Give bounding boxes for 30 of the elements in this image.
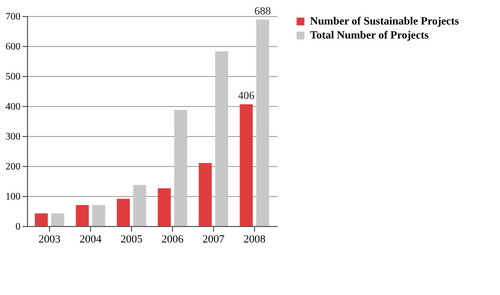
bar — [198, 163, 212, 226]
bar — [158, 188, 171, 226]
y-tick-label: 600 — [6, 42, 20, 52]
legend-label: Number of Sustainable Projects — [310, 16, 460, 28]
x-tick-label: 2007 — [202, 234, 225, 246]
y-tick-label: 100 — [6, 192, 20, 202]
bar — [34, 213, 48, 226]
data-label: 688 — [254, 6, 272, 18]
bar — [116, 198, 130, 226]
x-tick-label: 2008 — [243, 234, 266, 246]
x-tick-label: 2003 — [38, 234, 62, 246]
bar — [174, 110, 188, 226]
x-tick-label: 2005 — [120, 234, 144, 246]
y-tick-label: 400 — [6, 102, 20, 112]
legend-label: Total Number of Projects — [310, 30, 430, 42]
x-tick-label: 2004 — [80, 234, 102, 246]
bar — [215, 51, 228, 226]
y-tick-label: 300 — [6, 132, 20, 142]
bar — [92, 205, 106, 226]
y-tick-label: 200 — [6, 162, 20, 172]
bar — [240, 104, 253, 226]
x-tick-label: 2006 — [161, 234, 184, 246]
bar — [51, 213, 64, 226]
bar — [256, 20, 270, 226]
y-tick-label: 700 — [6, 12, 20, 22]
bar — [76, 205, 89, 226]
bar — [133, 184, 146, 226]
data-label: 406 — [238, 90, 256, 102]
y-tick-label: 500 — [6, 72, 20, 82]
y-tick-label: 0 — [16, 222, 20, 232]
